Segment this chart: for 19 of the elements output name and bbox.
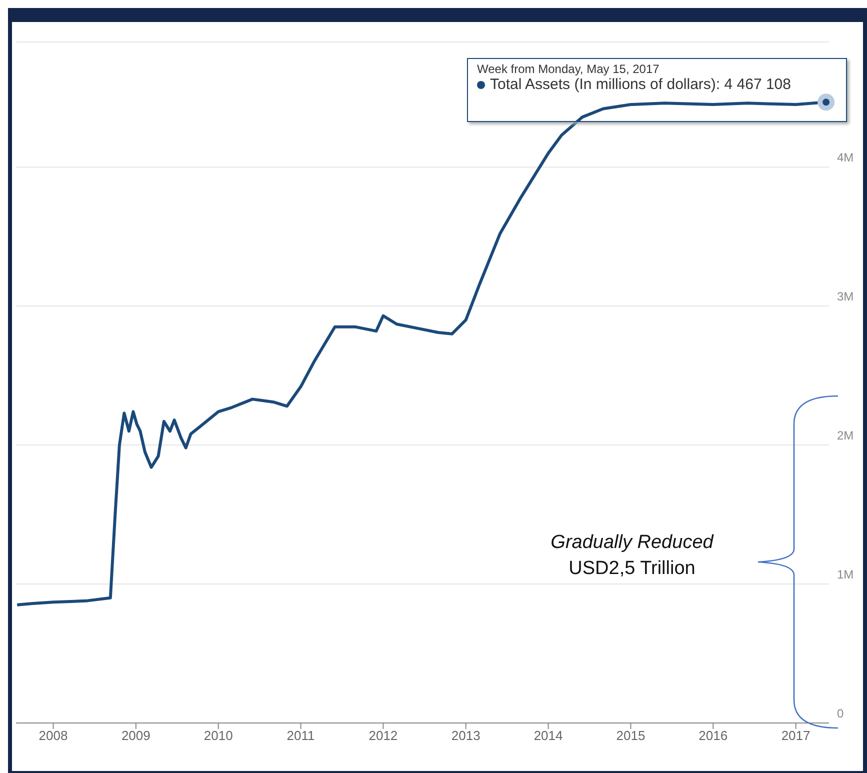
annotation: Week from Monday, May 15, 2017 <box>477 62 660 76</box>
x-tick-label: 2012 <box>368 728 398 744</box>
y-tick-label: 0 <box>837 706 844 720</box>
x-tick-label: 2008 <box>38 728 68 744</box>
y-tick-label: 1M <box>837 567 854 582</box>
annotation: Gradually Reduced <box>550 531 715 555</box>
x-tick-label: 2016 <box>698 728 728 744</box>
x-tick-label: 2010 <box>204 728 233 744</box>
x-tick-label: 2009 <box>121 728 150 744</box>
x-tick-label: 2015 <box>616 728 646 744</box>
x-tick-label: 2014 <box>534 728 563 744</box>
x-tick-label: 2017 <box>781 728 810 744</box>
x-tick-label: 2013 <box>451 728 480 744</box>
annotation: USD2,5 Trillion <box>568 557 696 581</box>
y-tick-label: 3M <box>837 289 854 304</box>
y-tick-label: 4M <box>837 150 854 164</box>
x-tick-label: 2011 <box>286 728 315 744</box>
annotation: Total Assets (In millions of dollars): 4 467 108 <box>490 76 791 93</box>
y-tick-label: 2M <box>837 428 854 442</box>
